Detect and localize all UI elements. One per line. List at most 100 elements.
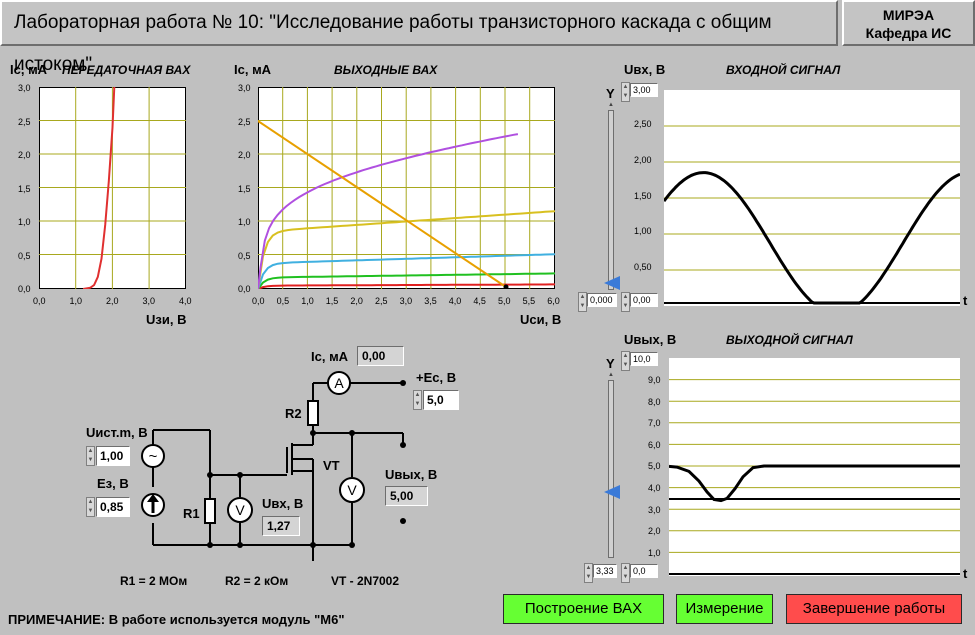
r1-label: R1 — [183, 506, 200, 521]
voltmeter-output-label: V — [347, 482, 357, 498]
operating-point — [503, 284, 509, 289]
transfer-ytick: 2,5 — [18, 116, 31, 127]
ec-spinner[interactable]: ▲ ▼ — [413, 390, 422, 410]
transfer-xlabel: Uзи, В — [146, 312, 187, 327]
org-box: МИРЭА Кафедра ИС — [842, 0, 975, 46]
input-ytick: 2,00 — [634, 154, 652, 165]
build-vax-button[interactable]: Построение ВАХ — [503, 594, 664, 624]
load-line — [258, 120, 507, 288]
output-xtick: 0,0 — [252, 296, 265, 306]
ec-input[interactable]: 5,0 — [423, 390, 459, 410]
transfer-ytick: 3,0 — [18, 83, 31, 93]
outsig-ymin-spinner[interactable]: ▲ ▼ — [621, 563, 630, 583]
outsig-slider-spinner[interactable]: ▲ ▼ — [584, 563, 593, 583]
ez-label: Eз, В — [97, 476, 129, 491]
output-xlabel: Uси, В — [520, 312, 562, 327]
input-slider-value[interactable]: 0,000 — [587, 293, 617, 307]
output-curve-2 — [258, 272, 555, 289]
input-slider-track[interactable] — [608, 110, 614, 290]
output-ytick: 3,0 — [238, 83, 251, 93]
transfer-xtick: 3,0 — [142, 296, 156, 306]
outsig-slider-arrow-up[interactable]: ▲ — [608, 372, 614, 378]
input-ymin-field[interactable]: 0,00 — [630, 293, 658, 307]
org-name: МИРЭА — [882, 7, 935, 23]
transfer-xtick: 0,0 — [33, 296, 46, 306]
ic-value: 0,00 — [357, 346, 404, 366]
input-ymax-spinner[interactable]: ▲ ▼ — [621, 82, 630, 102]
outsig-ytick: 9,0 — [648, 375, 661, 385]
r2-label: R2 — [285, 406, 302, 421]
input-ytick: 1,00 — [634, 226, 652, 237]
output-title: ВЫХОДНЫЕ ВАХ — [334, 63, 438, 77]
input-slider-spinner[interactable]: ▲ ▼ — [578, 292, 587, 312]
outsig-ytick: 6,0 — [648, 439, 661, 450]
transfer-xtick: 4,0 — [179, 296, 192, 306]
finish-button[interactable]: Завершение работы — [786, 594, 962, 624]
output-curve-3 — [258, 253, 555, 289]
outsig-axis-t: t — [963, 566, 968, 581]
output-xtick: 1,5 — [325, 296, 339, 306]
outsig-ytick: 3,0 — [648, 504, 661, 515]
window-title: Лабораторная работа № 10: "Исследование … — [0, 0, 838, 75]
uist-label: Uист.m, В — [86, 425, 148, 440]
outsig-slider-track[interactable] — [608, 380, 614, 558]
org-department: Кафедра ИС — [865, 25, 952, 41]
transfer-ytick: 1,5 — [18, 183, 31, 194]
output-ytick: 1,0 — [238, 217, 251, 227]
input-ymin-spinner[interactable]: ▲ ▼ — [621, 292, 630, 312]
output-xtick: 5,0 — [498, 296, 511, 306]
outsig-ytick: 7,0 — [648, 418, 661, 429]
output-xtick: 5,5 — [522, 296, 536, 306]
uvyx-label: Uвых, В — [385, 467, 438, 482]
outsig-ymax-spinner[interactable]: ▲ ▼ — [621, 351, 630, 371]
input-ymax-field[interactable]: 3,00 — [630, 83, 658, 97]
input-axis-y: Y — [606, 86, 615, 101]
outsig-ymin-field[interactable]: 0,0 — [630, 564, 658, 578]
uist-spinner[interactable]: ▲ ▼ — [86, 446, 95, 466]
transfer-curve — [82, 87, 116, 289]
ez-spinner[interactable]: ▲ ▼ — [86, 497, 95, 517]
output-xtick: 2,0 — [350, 296, 363, 306]
transfer-xtick: 1,0 — [69, 296, 83, 306]
ez-input[interactable]: 0,85 — [96, 497, 130, 517]
measure-button[interactable]: Измерение — [676, 594, 773, 624]
voltmeter-output — [339, 477, 365, 503]
uist-input[interactable]: 1,00 — [96, 446, 130, 466]
vt-label: VT — [323, 458, 340, 473]
input-slider-arrow-up[interactable]: ▲ — [608, 102, 614, 108]
input-ytick: 0,50 — [634, 262, 652, 273]
input-ylabel: Uвх, В — [624, 62, 666, 77]
output-curve-5 — [258, 133, 519, 289]
output-xtick: 4,5 — [473, 296, 486, 306]
ac-source — [141, 444, 165, 468]
outsig-ytick: 1,0 — [648, 547, 661, 558]
output-xtick: 0,5 — [276, 296, 290, 306]
outsig-ylabel: Uвых, В — [624, 332, 677, 347]
output-ytick: 2,0 — [238, 150, 251, 160]
input-axis-t: t — [963, 293, 968, 308]
input-signal-plot — [664, 90, 960, 306]
transfer-ytick: 2,0 — [18, 150, 31, 160]
footer-note: ПРИМЕЧАНИЕ: В работе используется модуль… — [8, 612, 345, 627]
resistor-r2 — [307, 400, 319, 426]
ammeter-label: A — [334, 375, 344, 391]
ec-label: +Ec, В — [416, 370, 457, 385]
input-ytick: 1,50 — [634, 190, 652, 201]
transfer-ytick: 0,5 — [18, 250, 31, 261]
output-ytick: 0,0 — [238, 284, 251, 294]
outsig-slider-thumb[interactable] — [604, 485, 620, 499]
uvx-label: Uвх, В — [262, 496, 304, 511]
input-slider-thumb[interactable] — [604, 276, 620, 290]
ammeter — [327, 371, 351, 395]
output-xtick: 6,0 — [547, 296, 560, 306]
voltmeter-input — [227, 497, 253, 523]
outsig-ytick: 5,0 — [648, 461, 661, 472]
transfer-xtick: 2,0 — [106, 296, 119, 306]
outsig-slider-value[interactable]: 3,33 — [593, 564, 617, 578]
voltmeter-input-label: V — [235, 502, 245, 518]
output-xtick: 4,0 — [448, 296, 462, 306]
outsig-axis-y: Y — [606, 356, 615, 371]
uvyx-value: 5,00 — [385, 486, 428, 506]
outsig-ymax-field[interactable]: 10,0 — [630, 352, 658, 366]
uvx-value: 1,27 — [262, 516, 300, 536]
